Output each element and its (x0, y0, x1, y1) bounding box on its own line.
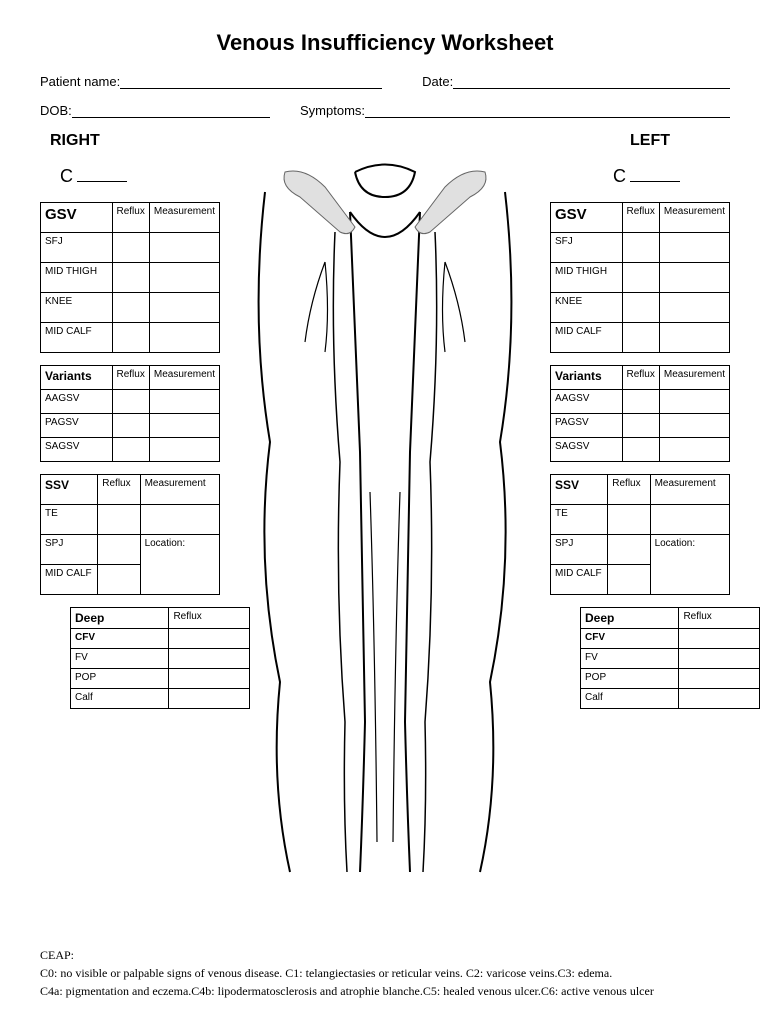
right-label: RIGHT (50, 132, 100, 150)
cell[interactable] (622, 233, 659, 263)
ceap-line2: C4a: pigmentation and eczema.C4b: lipode… (40, 982, 730, 1000)
cell[interactable] (98, 535, 140, 565)
deep-left-table: DeepReflux CFV FV POP Calf (580, 607, 760, 709)
cell[interactable] (622, 293, 659, 323)
right-column: GSVRefluxMeasurement SFJ MID THIGH KNEE … (40, 202, 220, 721)
deep-right-table: DeepReflux CFV FV POP Calf (70, 607, 250, 709)
cell[interactable] (149, 233, 219, 263)
cell[interactable] (98, 505, 140, 535)
cell[interactable] (112, 233, 149, 263)
cell[interactable] (659, 293, 729, 323)
gsv-left-table: GSVRefluxMeasurement SFJ MID THIGH KNEE … (550, 202, 730, 353)
cell[interactable] (622, 323, 659, 353)
patient-name-label: Patient name: (40, 74, 120, 89)
cell[interactable] (149, 438, 219, 462)
left-column: GSVRefluxMeasurement SFJ MID THIGH KNEE … (550, 202, 730, 721)
cell[interactable] (659, 233, 729, 263)
cell[interactable] (659, 323, 729, 353)
cell[interactable] (149, 323, 219, 353)
ceap-line1: C0: no visible or palpable signs of veno… (40, 964, 730, 982)
field-row-1: Patient name: Date: (40, 74, 730, 89)
symptoms-input[interactable] (365, 104, 730, 118)
leg-diagram (235, 142, 535, 882)
cell[interactable] (679, 629, 760, 649)
cell[interactable] (140, 505, 219, 535)
variants-left-table: VariantsRefluxMeasurement AAGSV PAGSV SA… (550, 365, 730, 462)
c-right-input[interactable] (77, 181, 127, 182)
location-cell[interactable]: Location: (650, 535, 729, 595)
c-right: C (60, 166, 127, 187)
cell[interactable] (659, 263, 729, 293)
cell[interactable] (659, 438, 729, 462)
cell[interactable] (149, 293, 219, 323)
date-input[interactable] (453, 75, 730, 89)
c-left-input[interactable] (630, 181, 680, 182)
cell[interactable] (659, 390, 729, 414)
symptoms-label: Symptoms: (300, 103, 365, 118)
cell[interactable] (608, 505, 650, 535)
cell[interactable] (650, 505, 729, 535)
field-row-2: DOB: Symptoms: (40, 103, 730, 118)
cell[interactable] (679, 649, 760, 669)
ssv-left-table: SSVRefluxMeasurement TE SPJLocation: MID… (550, 474, 730, 595)
main-area: RIGHT LEFT C C (40, 132, 730, 892)
cell[interactable] (679, 669, 760, 689)
date-label: Date: (422, 74, 453, 89)
cell[interactable] (622, 414, 659, 438)
ceap-label: CEAP: (40, 946, 730, 964)
cell[interactable] (112, 263, 149, 293)
left-label: LEFT (630, 132, 670, 150)
patient-name-input[interactable] (120, 75, 382, 89)
cell[interactable] (112, 390, 149, 414)
dob-input[interactable] (72, 104, 270, 118)
cell[interactable] (149, 390, 219, 414)
cell[interactable] (622, 438, 659, 462)
cell[interactable] (149, 414, 219, 438)
cell[interactable] (112, 438, 149, 462)
cell[interactable] (679, 689, 760, 709)
footer: CEAP: C0: no visible or palpable signs o… (40, 946, 730, 1000)
cell[interactable] (149, 263, 219, 293)
cell[interactable] (169, 669, 250, 689)
c-left: C (613, 166, 680, 187)
location-cell[interactable]: Location: (140, 535, 219, 595)
cell[interactable] (169, 689, 250, 709)
page-title: Venous Insufficiency Worksheet (40, 30, 730, 56)
cell[interactable] (98, 565, 140, 595)
dob-label: DOB: (40, 103, 72, 118)
cell[interactable] (622, 390, 659, 414)
cell[interactable] (169, 649, 250, 669)
cell[interactable] (608, 565, 650, 595)
gsv-right-table: GSVRefluxMeasurement SFJ MID THIGH KNEE … (40, 202, 220, 353)
cell[interactable] (112, 323, 149, 353)
ssv-right-table: SSVRefluxMeasurement TE SPJLocation: MID… (40, 474, 220, 595)
variants-right-table: VariantsRefluxMeasurement AAGSV PAGSV SA… (40, 365, 220, 462)
cell[interactable] (622, 263, 659, 293)
cell[interactable] (608, 535, 650, 565)
cell[interactable] (169, 629, 250, 649)
cell[interactable] (659, 414, 729, 438)
cell[interactable] (112, 414, 149, 438)
cell[interactable] (112, 293, 149, 323)
